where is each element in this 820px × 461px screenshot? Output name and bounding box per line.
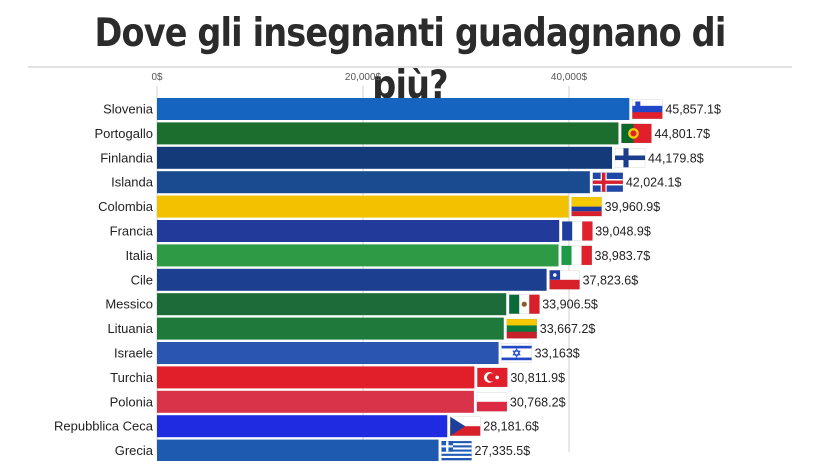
category-label: Grecia <box>115 443 154 458</box>
bar <box>157 293 507 316</box>
value-label: 45,857.1$ <box>665 103 721 117</box>
bar <box>157 122 619 145</box>
mexico-flag-icon <box>508 294 540 314</box>
greece-flag-icon <box>441 440 472 461</box>
bar <box>157 390 474 413</box>
category-label: Turchia <box>110 370 154 385</box>
bar <box>157 171 590 194</box>
category-label: Finlandia <box>100 150 154 165</box>
finland-flag-icon <box>614 148 646 168</box>
value-label: 44,179.8$ <box>648 151 704 165</box>
italy-flag-icon <box>561 245 592 266</box>
category-label: Polonia <box>110 394 154 409</box>
category-label: Slovenia <box>103 102 154 117</box>
value-label: 37,823.6$ <box>583 273 639 287</box>
bar <box>157 195 569 218</box>
lithuania-flag-icon <box>506 318 538 339</box>
value-label: 30,811.9$ <box>510 371 565 385</box>
bar <box>157 342 499 364</box>
value-label: 38,983.7$ <box>595 249 651 263</box>
bar <box>157 268 547 291</box>
category-label: Italia <box>126 248 154 263</box>
x-tick-label: 0$ <box>151 72 163 83</box>
france-flag-icon <box>561 221 593 241</box>
slovenia-flag-icon <box>632 99 663 119</box>
x-tick-label: 40,000$ <box>551 72 588 83</box>
category-label: Portogallo <box>94 126 153 141</box>
iceland-flag-icon <box>592 172 624 192</box>
category-label: Francia <box>110 224 154 239</box>
value-label: 39,048.9$ <box>595 225 651 239</box>
bar <box>157 146 613 169</box>
poland-flag-icon <box>476 392 508 412</box>
category-label: Repubblica Ceca <box>54 419 154 434</box>
category-label: Colombia <box>98 199 154 214</box>
category-label: Islanda <box>111 175 154 190</box>
value-label: 33,163$ <box>535 347 580 361</box>
value-label: 30,768.2$ <box>510 395 566 409</box>
value-label: 33,906.5$ <box>542 298 598 312</box>
colombia-flag-icon <box>571 196 602 217</box>
czech-flag-icon <box>450 416 481 436</box>
israel-flag-icon <box>501 343 532 363</box>
category-label: Cile <box>131 272 153 287</box>
turkey-flag-icon <box>477 367 508 388</box>
category-label: Messico <box>105 297 153 312</box>
chart-title: Dove gli insegnanti guadagnano di più? <box>94 11 727 108</box>
x-tick-label: 20,000$ <box>345 72 382 83</box>
value-label: 33,667.2$ <box>540 322 596 336</box>
portugal-flag-icon <box>621 123 652 144</box>
title-divider <box>28 66 792 68</box>
bar <box>157 220 560 242</box>
bar <box>157 366 475 389</box>
category-label: Israele <box>114 346 153 361</box>
value-label: 27,335.5$ <box>475 444 531 458</box>
bar <box>157 415 448 438</box>
value-label: 42,024.1$ <box>626 176 682 190</box>
bar <box>157 439 439 461</box>
bar <box>157 98 630 120</box>
bar <box>157 244 559 267</box>
bar <box>157 317 504 340</box>
value-label: 44,801.7$ <box>654 127 710 141</box>
value-label: 39,960.9$ <box>605 200 661 214</box>
value-label: 28,181.6$ <box>483 420 539 434</box>
category-label: Lituania <box>107 321 153 336</box>
chile-flag-icon <box>549 270 580 290</box>
